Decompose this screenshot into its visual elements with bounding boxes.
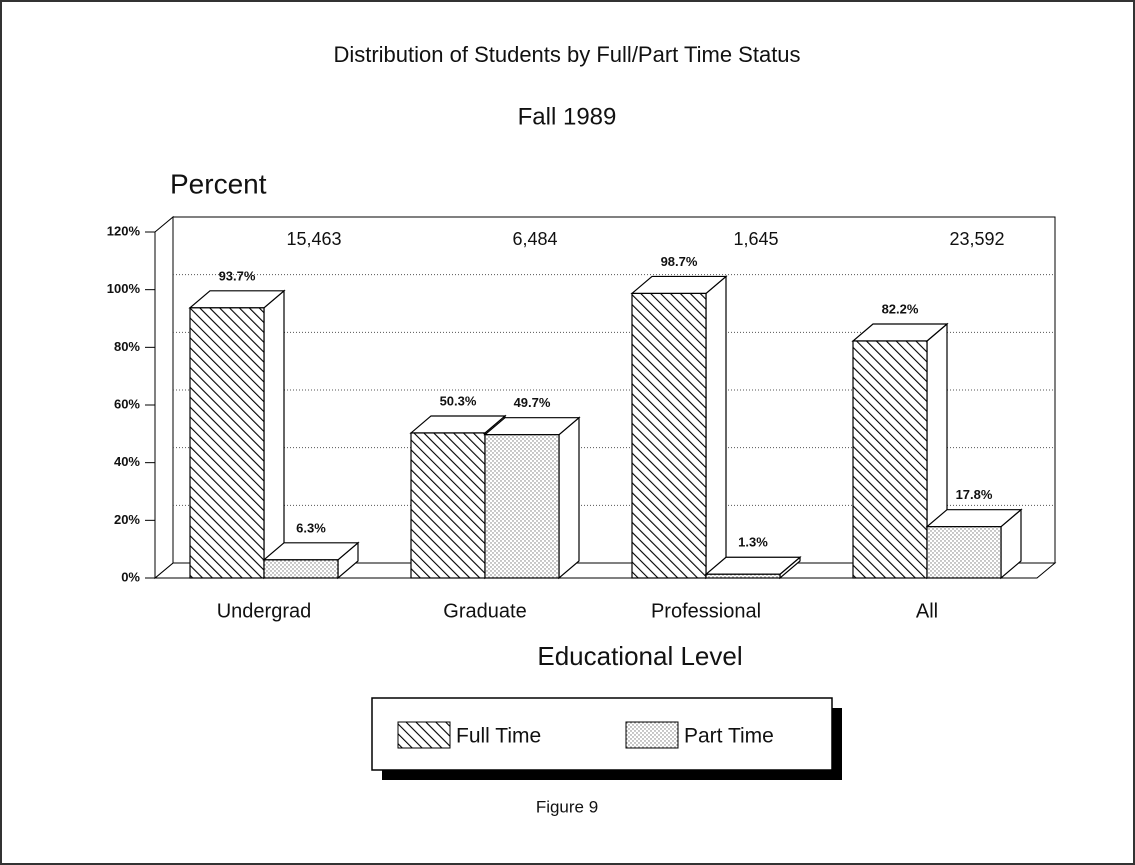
bar bbox=[484, 434, 560, 579]
bar bbox=[631, 292, 707, 579]
y-tick-label: 80% bbox=[114, 339, 140, 354]
y-tick-label: 0% bbox=[121, 569, 140, 584]
total-label: 6,484 bbox=[512, 229, 557, 249]
total-label: 1,645 bbox=[733, 229, 778, 249]
y-tick-label: 100% bbox=[107, 281, 141, 296]
y-tick-label: 60% bbox=[114, 396, 140, 411]
y-axis-label: Percent bbox=[170, 168, 267, 199]
bar bbox=[410, 432, 486, 579]
x-tick-label: Undergrad bbox=[217, 600, 312, 622]
bar bbox=[263, 559, 339, 579]
total-label: 15,463 bbox=[286, 229, 341, 249]
bar-side bbox=[263, 289, 285, 580]
bar bbox=[852, 340, 928, 579]
legend-swatch bbox=[397, 721, 451, 749]
value-label: 82.2% bbox=[882, 301, 919, 316]
legend-label: Full Time bbox=[456, 725, 541, 748]
chart-title: Distribution of Students by Full/Part Ti… bbox=[333, 42, 800, 67]
legend-swatch bbox=[625, 721, 679, 749]
legend-label: Part Time bbox=[684, 725, 774, 748]
x-tick-label: All bbox=[916, 600, 938, 622]
value-label: 6.3% bbox=[296, 520, 326, 535]
total-label: 23,592 bbox=[949, 229, 1004, 249]
value-label: 17.8% bbox=[956, 487, 993, 502]
bar-side bbox=[558, 416, 580, 580]
x-tick-label: Professional bbox=[651, 600, 761, 622]
bar-side bbox=[705, 275, 727, 580]
value-label: 93.7% bbox=[219, 268, 256, 283]
x-tick-label: Graduate bbox=[443, 600, 526, 622]
value-label: 98.7% bbox=[661, 254, 698, 269]
value-label: 1.3% bbox=[738, 535, 768, 550]
value-label: 49.7% bbox=[514, 395, 551, 410]
bar bbox=[705, 573, 781, 579]
side-wall bbox=[154, 215, 174, 580]
x-axis-label: Educational Level bbox=[537, 641, 742, 671]
y-tick-label: 40% bbox=[114, 454, 140, 469]
y-tick-label: 120% bbox=[107, 223, 141, 238]
chart-subtitle: Fall 1989 bbox=[518, 103, 617, 130]
value-label: 50.3% bbox=[440, 393, 477, 408]
bar bbox=[926, 526, 1002, 579]
bar bbox=[189, 307, 265, 579]
y-tick-label: 20% bbox=[114, 512, 140, 527]
footer: Figure 9 bbox=[536, 797, 598, 816]
